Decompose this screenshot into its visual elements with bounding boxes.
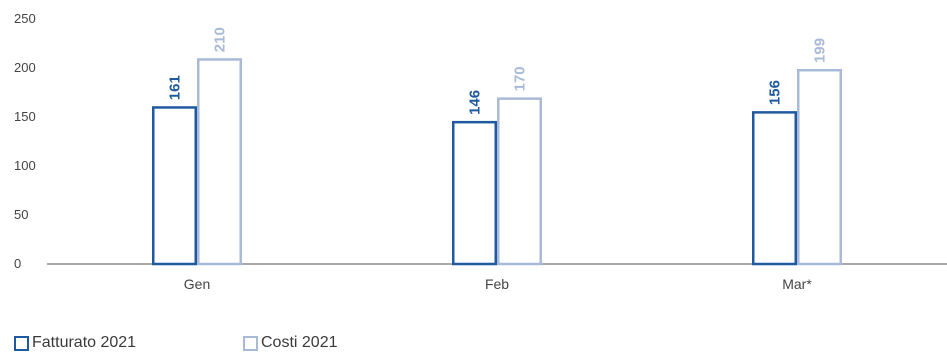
x-tick-label: Gen (184, 276, 210, 292)
legend-label-fatturato: Fatturato 2021 (32, 334, 137, 351)
y-tick-label: 200 (14, 60, 36, 75)
legend-swatch-fatturato (14, 335, 29, 351)
legend-label-costi: Costi 2021 (261, 334, 338, 351)
bar-costi (197, 58, 242, 266)
data-label: 170 (512, 66, 529, 91)
y-tick-label: 0 (14, 256, 21, 271)
y-axis: 0 50 100 150 200 250 (14, 11, 36, 271)
bar-fatturato (452, 120, 497, 266)
data-label: 199 (812, 38, 829, 63)
y-tick-label: 50 (14, 207, 28, 222)
data-label: 146 (467, 90, 484, 115)
legend-swatch-costi (243, 335, 258, 351)
bars (152, 58, 842, 266)
x-tick-label: Feb (485, 276, 509, 292)
y-tick-label: 250 (14, 11, 36, 26)
data-label: 210 (212, 27, 229, 52)
y-tick-label: 100 (14, 158, 36, 173)
bar-fatturato (752, 111, 797, 266)
data-label: 156 (767, 80, 784, 105)
data-label: 161 (167, 75, 184, 100)
bar-costi (797, 68, 842, 266)
x-axis: Gen Feb Mar* (184, 276, 813, 292)
x-tick-label: Mar* (782, 276, 812, 292)
legend: Fatturato 2021 Costi 2021 (0, 333, 947, 355)
legend-item-fatturato: Fatturato 2021 (14, 333, 136, 353)
y-tick-label: 150 (14, 109, 36, 124)
data-labels: 161 210 146 170 156 199 (167, 27, 829, 115)
bar-costi (497, 97, 542, 266)
legend-item-costi: Costi 2021 (243, 333, 338, 353)
bar-fatturato (152, 106, 197, 266)
